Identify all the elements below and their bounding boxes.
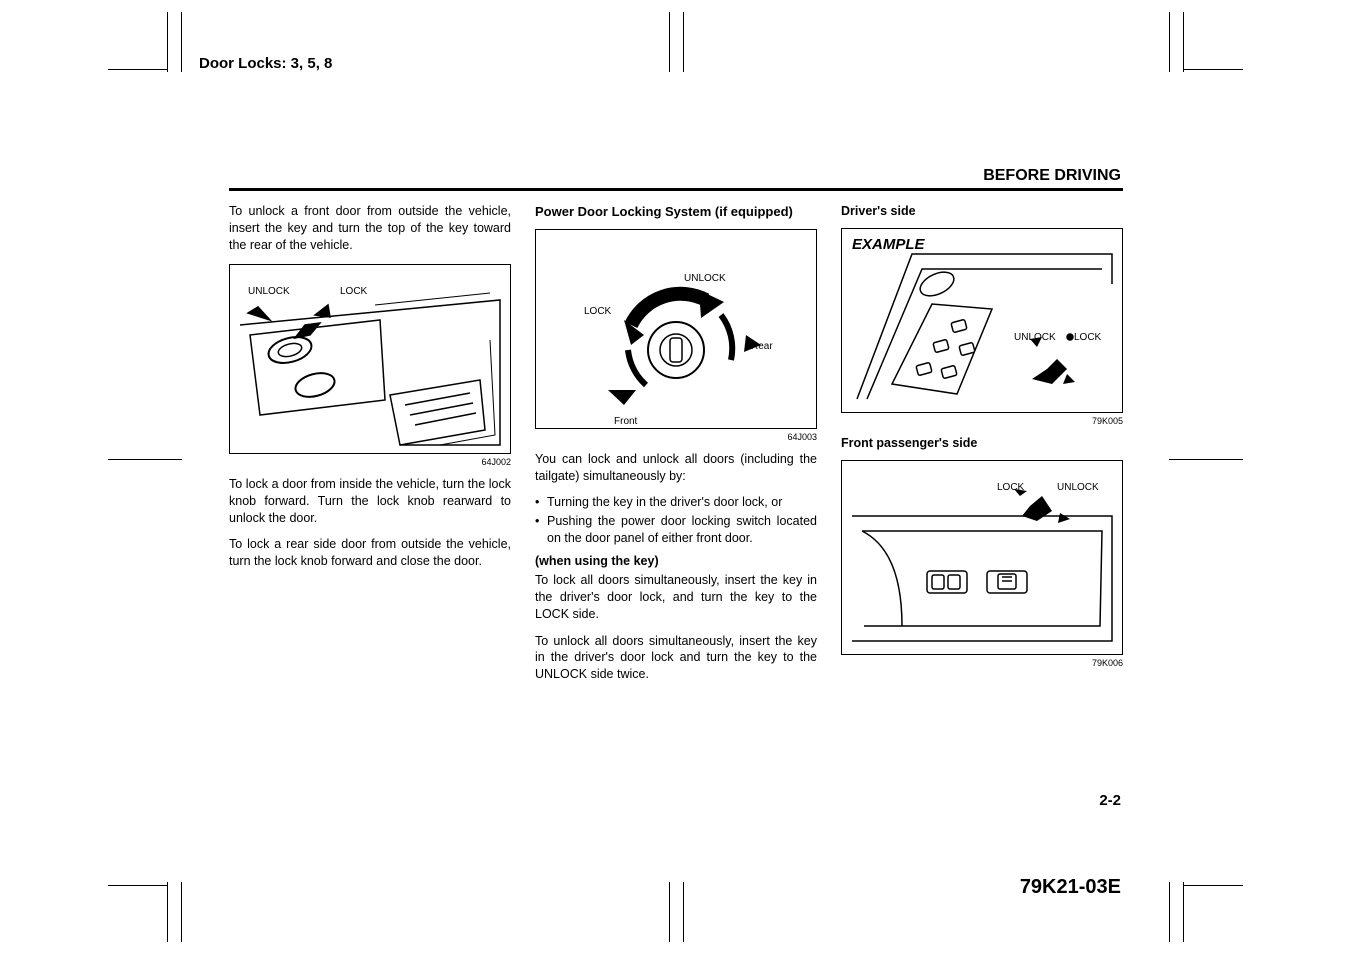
doc-code: 79K21-03E bbox=[1020, 876, 1121, 899]
example-label: EXAMPLE bbox=[852, 235, 925, 255]
col2-p3: To unlock all doors simultaneously, inse… bbox=[535, 633, 817, 684]
crop-mark bbox=[1183, 882, 1184, 942]
crop-mark bbox=[1169, 459, 1243, 460]
key-lock-diagram-icon bbox=[536, 230, 816, 428]
col2-list: Turning the key in the driver's door loc… bbox=[535, 494, 817, 547]
figure-door-knob: UNLOCK LOCK bbox=[229, 264, 511, 454]
col1-p3: To lock a rear side door from outside th… bbox=[229, 536, 511, 570]
front-label: Front bbox=[614, 415, 637, 429]
col2-p1: You can lock and unlock all doors (inclu… bbox=[535, 451, 817, 485]
fig2-caption: 64J003 bbox=[535, 431, 817, 443]
col3-h1: Driver's side bbox=[841, 203, 1123, 220]
crop-mark bbox=[669, 12, 670, 72]
column-1: To unlock a front door from outside the … bbox=[229, 203, 511, 693]
unlock-label: UNLOCK bbox=[248, 285, 290, 299]
fig1-caption: 64J002 bbox=[229, 456, 511, 468]
figure-key-lock: UNLOCK LOCK Rear Front bbox=[535, 229, 817, 429]
lock-label: LOCK bbox=[584, 305, 611, 319]
col2-li1: Turning the key in the driver's door loc… bbox=[535, 494, 817, 511]
col1-p2: To lock a door from inside the vehicle, … bbox=[229, 476, 511, 527]
crop-mark bbox=[181, 882, 182, 942]
crop-mark bbox=[683, 12, 684, 72]
crop-mark bbox=[167, 882, 168, 942]
lock-label: LOCK bbox=[340, 285, 367, 299]
column-2: Power Door Locking System (if equipped) … bbox=[535, 203, 817, 693]
crop-mark bbox=[108, 459, 182, 460]
crop-mark bbox=[1183, 12, 1184, 72]
crop-mark bbox=[108, 885, 168, 886]
lock-label: LOCK bbox=[997, 481, 1024, 495]
unlock-label: UNLOCK bbox=[684, 272, 726, 286]
crop-mark bbox=[1169, 12, 1170, 72]
col3-h2: Front passenger's side bbox=[841, 435, 1123, 452]
col2-sub2: (when using the key) bbox=[535, 553, 817, 570]
rear-label: Rear bbox=[751, 340, 773, 354]
section-header: BEFORE DRIVING bbox=[983, 167, 1121, 185]
crop-mark bbox=[1183, 69, 1243, 70]
fig3-caption: 79K005 bbox=[841, 415, 1123, 427]
figure-driver-side: EXAMPLE UNLOCK LOCK bbox=[841, 228, 1123, 413]
unlock-label: UNLOCK bbox=[1057, 481, 1099, 495]
lock-label: LOCK bbox=[1074, 331, 1101, 345]
figure-passenger-side: LOCK UNLOCK bbox=[841, 460, 1123, 655]
crop-mark bbox=[181, 12, 182, 72]
col2-p2: To lock all doors simultaneously, insert… bbox=[535, 572, 817, 623]
header-rule bbox=[229, 188, 1123, 191]
crop-mark bbox=[1169, 882, 1170, 942]
fig4-caption: 79K006 bbox=[841, 657, 1123, 669]
crop-mark bbox=[167, 12, 168, 72]
crop-mark bbox=[683, 882, 684, 942]
column-3: Driver's side EXAMPLE UNLOCK LOCK bbox=[841, 203, 1123, 693]
crop-mark bbox=[669, 882, 670, 942]
crop-mark bbox=[108, 69, 168, 70]
crop-mark bbox=[1183, 885, 1243, 886]
header-tag: Door Locks: 3, 5, 8 bbox=[199, 55, 332, 72]
unlock-label: UNLOCK bbox=[1014, 331, 1056, 345]
col2-heading: Power Door Locking System (if equipped) bbox=[535, 203, 817, 221]
col2-li2: Pushing the power door locking switch lo… bbox=[535, 513, 817, 547]
content-area: To unlock a front door from outside the … bbox=[229, 203, 1123, 693]
page-number: 2-2 bbox=[1099, 792, 1121, 809]
driver-panel-diagram-icon bbox=[842, 229, 1122, 412]
col1-p1: To unlock a front door from outside the … bbox=[229, 203, 511, 254]
